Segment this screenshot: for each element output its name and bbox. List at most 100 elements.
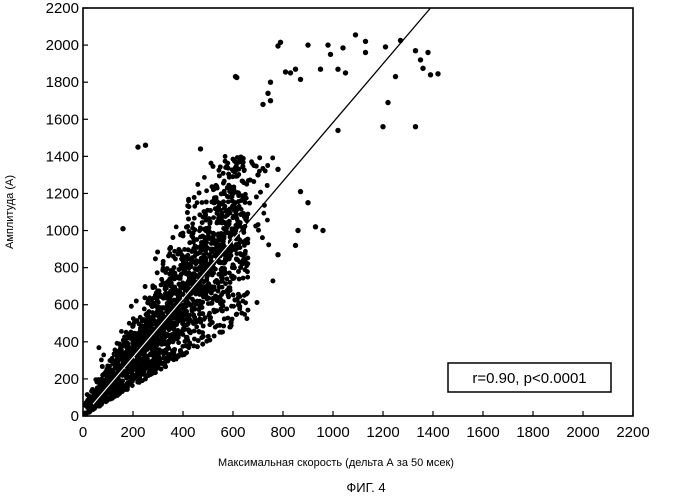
cloud-point	[177, 307, 182, 312]
x-tick-label: 1200	[366, 424, 399, 441]
data-point	[420, 66, 425, 71]
data-point	[435, 71, 440, 76]
cloud-point	[237, 277, 242, 282]
cloud-point	[164, 291, 169, 296]
cloud-point	[187, 240, 192, 245]
cloud-point	[260, 235, 265, 240]
cloud-point	[160, 268, 165, 273]
cloud-point	[256, 222, 261, 227]
cloud-point	[85, 392, 90, 397]
y-tick-label: 200	[54, 371, 79, 388]
cloud-point	[176, 252, 181, 257]
x-tick-label: 2200	[616, 424, 649, 441]
cloud-point	[182, 327, 187, 332]
cloud-point	[219, 192, 224, 197]
cloud-point	[232, 265, 237, 270]
cloud-point	[181, 264, 186, 269]
cloud-point	[230, 194, 235, 199]
cloud-point	[222, 317, 227, 322]
cloud-point	[224, 307, 229, 312]
cloud-point	[231, 157, 236, 162]
cloud-point	[208, 316, 213, 321]
data-point	[120, 226, 125, 231]
cloud-point	[254, 195, 259, 200]
cloud-point	[217, 174, 222, 179]
cloud-point	[180, 353, 185, 358]
cloud-point	[254, 164, 259, 169]
data-point	[283, 69, 288, 74]
cloud-point	[181, 285, 186, 290]
cloud-point	[124, 372, 129, 377]
cloud-point	[151, 339, 156, 344]
cloud-point	[184, 298, 189, 303]
cloud-point	[97, 345, 102, 350]
cloud-point	[166, 346, 171, 351]
cloud-point	[211, 232, 216, 237]
cloud-point	[195, 182, 200, 187]
cloud-point	[200, 342, 205, 347]
cloud-point	[227, 209, 232, 214]
cloud-point	[245, 316, 250, 321]
cloud-point	[171, 235, 176, 240]
cloud-point	[189, 259, 194, 264]
data-point	[305, 200, 310, 205]
cloud-point	[231, 215, 236, 220]
cloud-point	[169, 300, 174, 305]
cloud-point	[237, 304, 242, 309]
cloud-point	[222, 179, 227, 184]
cloud-point	[100, 364, 105, 369]
cloud-point	[199, 286, 204, 291]
data-point	[305, 42, 310, 47]
data-point	[293, 67, 298, 72]
cloud-point	[239, 239, 244, 244]
cloud-point	[116, 351, 121, 356]
cloud-point	[211, 215, 216, 220]
cloud-point	[171, 274, 176, 279]
data-point	[328, 52, 333, 57]
cloud-point	[155, 298, 160, 303]
figure-caption: ФИГ. 4	[346, 480, 385, 495]
data-point	[295, 228, 300, 233]
cloud-point	[155, 250, 160, 255]
cloud-point	[163, 331, 168, 336]
cloud-point	[189, 303, 194, 308]
cloud-point	[187, 266, 192, 271]
cloud-point	[155, 270, 160, 275]
cloud-point	[227, 219, 232, 224]
cloud-point	[179, 232, 184, 237]
cloud-point	[196, 338, 201, 343]
cloud-point	[108, 358, 113, 363]
data-point	[298, 189, 303, 194]
cloud-point	[156, 289, 161, 294]
data-point	[288, 70, 293, 75]
data-point	[363, 50, 368, 55]
cloud-point	[101, 353, 106, 358]
data-point	[268, 98, 273, 103]
cloud-point	[235, 297, 240, 302]
cloud-point	[201, 279, 206, 284]
cloud-point	[215, 295, 220, 300]
cloud-point	[201, 324, 206, 329]
cloud-point	[217, 260, 222, 265]
data-point	[265, 91, 270, 96]
x-tick-label: 1800	[516, 424, 549, 441]
cloud-point	[171, 312, 176, 317]
cloud-point	[140, 349, 145, 354]
cloud-point	[271, 279, 276, 284]
cloud-point	[211, 164, 216, 169]
cloud-point	[175, 328, 180, 333]
cloud-point	[156, 306, 161, 311]
y-tick-label: 0	[71, 408, 79, 425]
cloud-point	[243, 214, 248, 219]
cloud-point	[140, 319, 145, 324]
cloud-point	[144, 320, 149, 325]
cloud-point	[177, 267, 182, 272]
cloud-point	[192, 195, 197, 200]
annotation-box: r=0.90, p<0.0001	[448, 363, 611, 392]
cloud-point	[184, 304, 189, 309]
data-point	[325, 42, 330, 47]
cloud-point	[192, 216, 197, 221]
y-tick-label: 2000	[46, 37, 79, 54]
cloud-point	[115, 361, 120, 366]
cloud-point	[206, 281, 211, 286]
